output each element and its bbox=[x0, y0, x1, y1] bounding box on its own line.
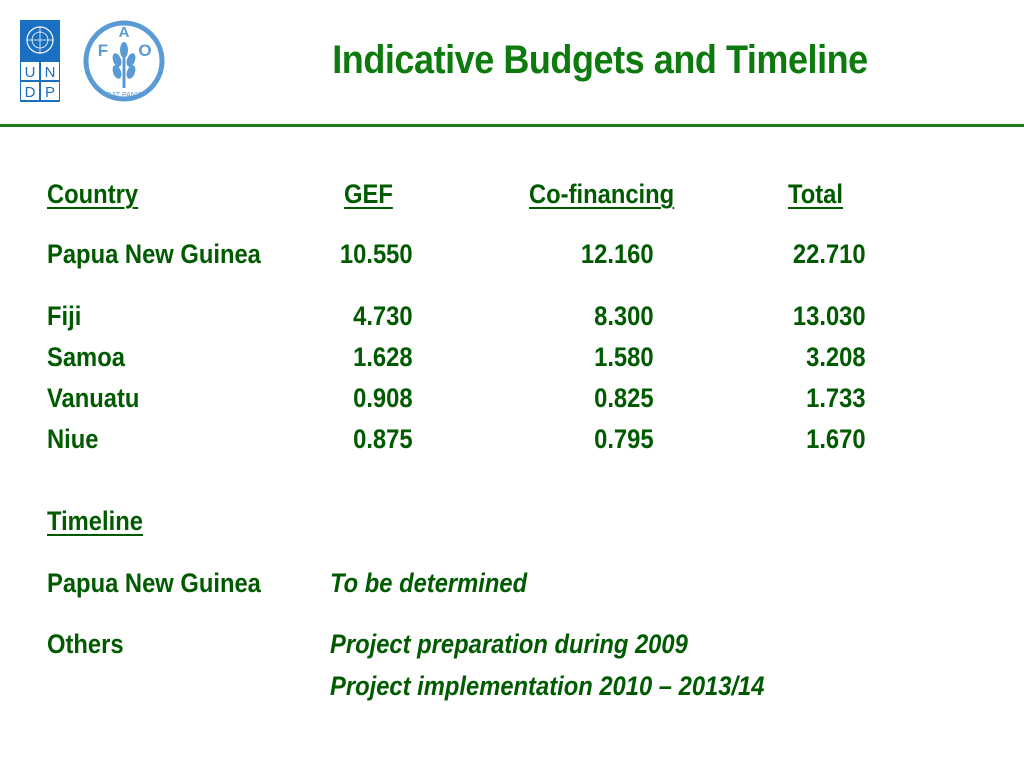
row-samoa-cofinancing: 1.580 bbox=[594, 342, 654, 372]
fao-letter-a: A bbox=[119, 24, 130, 41]
row-niue-country: Niue bbox=[47, 424, 99, 454]
title-divider bbox=[0, 124, 1024, 127]
timeline-heading: Timeline bbox=[47, 506, 143, 536]
row-vanuatu-total: 1.733 bbox=[806, 383, 866, 413]
fao-letter-o: O bbox=[138, 41, 151, 60]
header-cofinancing: Co-financing bbox=[529, 179, 675, 209]
row-samoa-gef: 1.628 bbox=[353, 342, 413, 372]
header-country: Country bbox=[47, 179, 139, 209]
fao-logo: F A O FIAT PANIS bbox=[83, 20, 165, 102]
undp-letter-u: U bbox=[25, 64, 36, 81]
page-title: Indicative Budgets and Timeline bbox=[332, 38, 868, 82]
row-samoa-total: 3.208 bbox=[806, 342, 866, 372]
undp-letter-p: P bbox=[45, 84, 55, 101]
timeline-others-implementation: Project implementation 2010 – 2013/14 bbox=[330, 671, 765, 701]
row-fiji-cofinancing: 8.300 bbox=[594, 301, 654, 331]
timeline-png-label: Papua New Guinea bbox=[47, 568, 261, 598]
row-vanuatu-cofinancing: 0.825 bbox=[594, 383, 654, 413]
undp-letter-d: D bbox=[25, 84, 36, 101]
row-png-cofinancing: 12.160 bbox=[581, 239, 654, 269]
row-fiji-total: 13.030 bbox=[793, 301, 866, 331]
row-niue-cofinancing: 0.795 bbox=[594, 424, 654, 454]
timeline-others-preparation: Project preparation during 2009 bbox=[330, 629, 688, 659]
row-vanuatu-gef: 0.908 bbox=[353, 383, 413, 413]
timeline-others-label: Others bbox=[47, 629, 124, 659]
fao-motto: FIAT PANIS bbox=[106, 92, 143, 99]
row-niue-gef: 0.875 bbox=[353, 424, 413, 454]
row-niue-total: 1.670 bbox=[806, 424, 866, 454]
timeline-png-value: To be determined bbox=[330, 568, 528, 598]
row-png-country: Papua New Guinea bbox=[47, 239, 261, 269]
row-png-gef: 10.550 bbox=[340, 239, 413, 269]
header-total: Total bbox=[788, 179, 843, 209]
row-fiji-gef: 4.730 bbox=[353, 301, 413, 331]
row-png-total: 22.710 bbox=[793, 239, 866, 269]
row-vanuatu-country: Vanuatu bbox=[47, 383, 140, 413]
row-samoa-country: Samoa bbox=[47, 342, 125, 372]
undp-letter-n: N bbox=[45, 64, 56, 81]
header-gef: GEF bbox=[344, 179, 393, 209]
undp-logo: U N D P bbox=[20, 20, 60, 102]
row-fiji-country: Fiji bbox=[47, 301, 82, 331]
fao-letter-f: F bbox=[98, 41, 108, 60]
